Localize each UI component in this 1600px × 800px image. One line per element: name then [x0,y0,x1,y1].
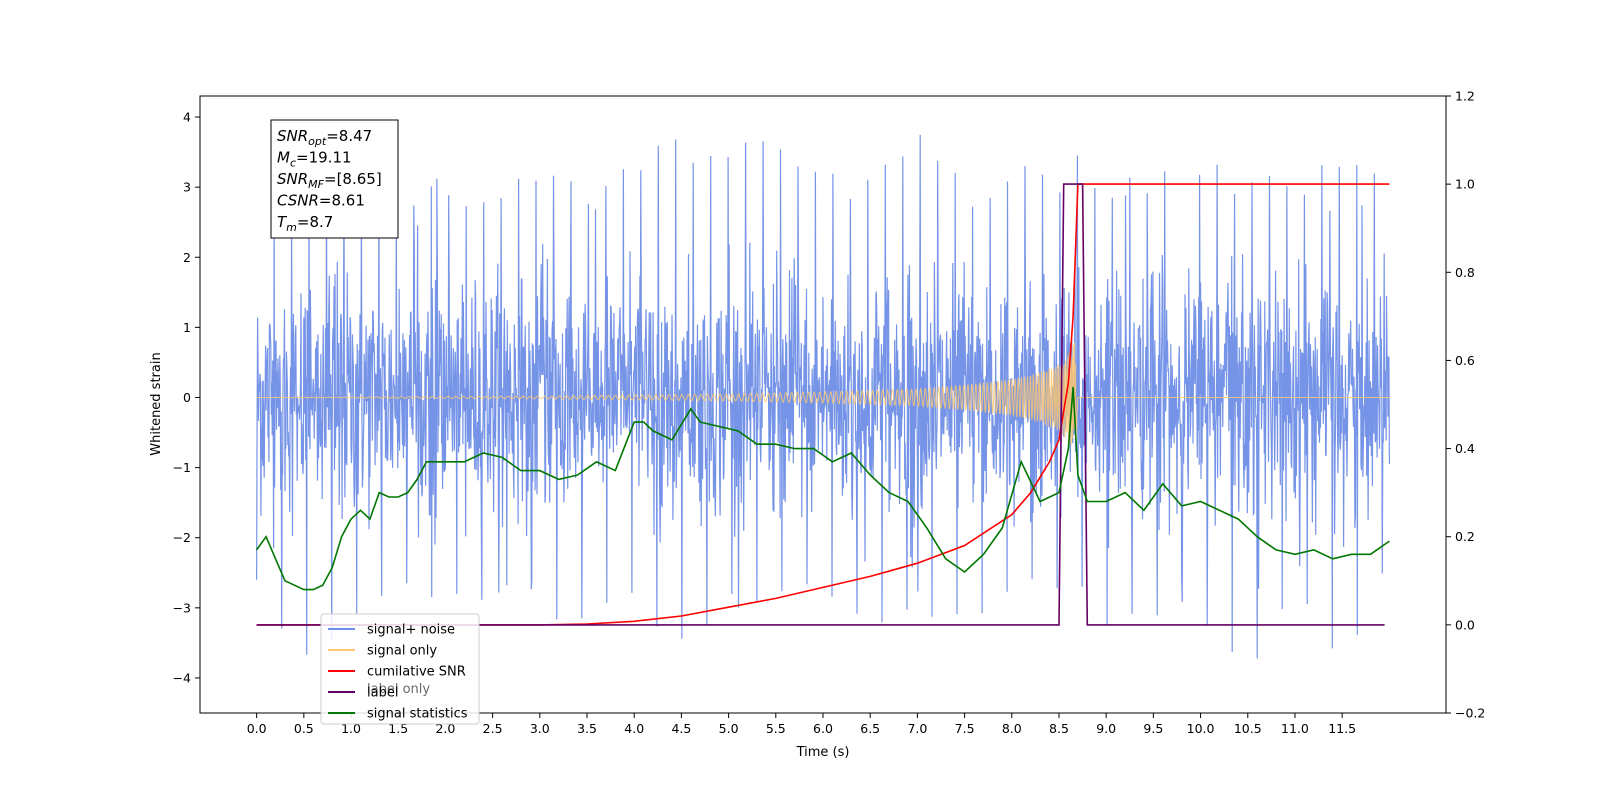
y2-tick-label: −0.2 [1455,706,1485,721]
signal-plus-noise-series [256,134,1390,659]
snr-annotation-box: SNRopt=8.47Mc=19.11SNRMF=[8.65]CSNR=8.61… [270,119,399,239]
legend-hidden-text: label only [367,682,430,697]
annotation-line: CSNR=8.61 [277,192,365,210]
x-tick-label: 11.0 [1281,721,1309,736]
legend-entry-label: label [367,686,398,701]
x-tick-label: 4.0 [624,721,644,736]
y2-tick-label: 0.8 [1455,265,1475,280]
series-line-label [256,183,1385,626]
x-tick-label: 8.0 [1002,721,1022,736]
x-tick-label: 0.0 [247,721,267,736]
x-tick-label: 3.0 [530,721,550,736]
y2-tick-label: 1.0 [1455,177,1475,192]
x-tick-label: 6.5 [860,721,880,736]
x-tick-label: 1.5 [388,721,408,736]
y-tick-label: 0 [183,390,191,405]
y-axis-label: Whitened strain [149,352,164,455]
legend-frame [320,613,480,725]
y2-tick-label: 0.4 [1455,441,1475,456]
y-tick-label: 2 [183,250,191,265]
legend-entry-label: signal+ noise [367,623,455,638]
x-tick-label: 2.0 [435,721,455,736]
legend-entry-label: signal only [367,644,437,659]
y-tick-label: 4 [183,110,191,125]
y-tick-label: −4 [173,670,191,685]
x-tick-label: 9.5 [1143,721,1163,736]
x-tick-label: 1.0 [341,721,361,736]
series-line-cumilative-snr [256,183,1390,626]
x-tick-label: 5.5 [766,721,786,736]
y2-tick-label: 0.0 [1455,617,1475,632]
y-tick-label: −1 [173,460,191,475]
x-tick-label: 6.0 [813,721,833,736]
x-tick-label: 4.5 [671,721,691,736]
legend: label only signal+ noise signal only cumila… [320,613,480,725]
annotation-line: Tm=8.7 [277,213,333,234]
y2-tick-label: 1.2 [1455,89,1475,104]
x-axis-label: Time (s) [796,745,850,760]
x-tick-label: 5.0 [719,721,739,736]
annotation-line: SNRopt=8.47 [277,127,372,148]
x-tick-label: 10.5 [1234,721,1262,736]
x-tick-label: 2.5 [483,721,503,736]
signal-only-line [256,342,1390,445]
right-axis-series [255,183,1390,626]
x-tick-label: 7.5 [955,721,975,736]
x-tick-label: 3.5 [577,721,597,736]
annotation-line: SNRMF=[8.65] [277,170,382,191]
x-tick-label: 7.0 [907,721,927,736]
y-axis-ticks: 4 3 2 1 0 −1 −2 −3 −4 [173,110,200,685]
annotation-line: Mc=19.11 [277,149,352,170]
legend-entry-label: cumilative SNR [367,665,466,680]
y-tick-label: −2 [173,530,191,545]
x-tick-label: 9.0 [1096,721,1116,736]
y-tick-label: 1 [183,320,191,335]
y-tick-label: −3 [173,600,191,615]
y2-tick-label: 0.6 [1455,353,1475,368]
y2-tick-label: 0.2 [1455,529,1475,544]
x-tick-label: 0.5 [294,721,314,736]
x-tick-label: 11.5 [1328,721,1356,736]
y-tick-label: 3 [183,180,191,195]
signal-plus-noise-line [256,134,1390,659]
legend-entry-label: signal statistics [367,707,468,722]
right-y-axis-ticks: 1.2 1.0 0.8 0.6 0.4 0.2 0.0 −0.2 [1446,89,1485,721]
series-line-signal-statistics [255,386,1390,591]
plot-area [255,134,1390,659]
signal-only-series [256,342,1390,445]
annotation-frame [270,119,399,239]
x-tick-label: 10.0 [1187,721,1215,736]
x-tick-label: 8.5 [1049,721,1069,736]
x-axis-ticks: 0.0 0.5 1.0 1.5 2.0 2.5 3.0 3.5 4.0 4.5 5.0 5.5 6.0 6… [247,713,1356,736]
